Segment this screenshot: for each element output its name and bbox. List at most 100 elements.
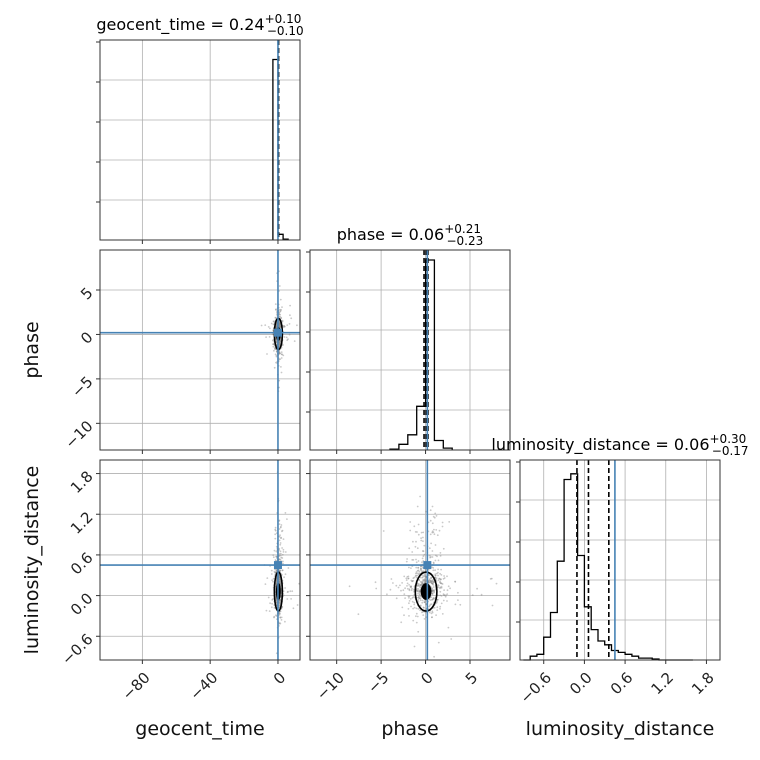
sample-point [434, 569, 436, 572]
sample-point [287, 338, 289, 340]
sample-point [427, 573, 430, 576]
sample-point [408, 600, 411, 602]
sample-point [275, 580, 278, 583]
sample-point [296, 324, 298, 327]
sample-point [436, 600, 438, 603]
contour-outer [414, 571, 438, 612]
sample-point [278, 581, 281, 583]
sample-point [450, 638, 453, 640]
sample-point [417, 582, 420, 585]
sample-point [439, 572, 441, 575]
sample-point [270, 569, 273, 572]
sample-point [428, 581, 431, 584]
sample-point [278, 352, 281, 355]
sample-point [435, 572, 438, 575]
sample-point [417, 589, 420, 592]
sample-point [270, 573, 273, 575]
sample-point [275, 555, 278, 558]
sample-point [405, 560, 408, 563]
y-tick-label: −10 [61, 417, 96, 452]
sample-point [279, 543, 282, 546]
sample-point [278, 553, 281, 555]
panel-frame [99, 39, 301, 241]
sample-point [420, 537, 422, 540]
y-axis-label-luminosity_distance: luminosity_distance [21, 466, 43, 655]
sample-point [275, 614, 277, 617]
sample-point [406, 576, 409, 578]
sample-point [446, 575, 448, 578]
sample-point [274, 303, 277, 305]
sample-point [430, 581, 433, 584]
x-tick-label: 0 [417, 669, 436, 688]
title-minus: −0.23 [446, 234, 483, 248]
sample-point [419, 593, 421, 596]
sample-point [433, 533, 436, 536]
sample-point [431, 592, 434, 595]
sample-point [410, 585, 412, 587]
sample-point [273, 549, 276, 552]
sample-point [281, 344, 284, 346]
sample-point [416, 569, 419, 572]
sample-point [423, 544, 426, 547]
sample-point [275, 599, 278, 602]
sample-point [390, 578, 393, 580]
sample-point [414, 572, 417, 575]
sample-point [420, 583, 423, 586]
sample-point [420, 531, 423, 534]
sample-point [436, 598, 439, 601]
sample-point [432, 515, 435, 518]
sample-point [271, 579, 273, 581]
sample-point [423, 573, 426, 576]
sample-point [437, 579, 440, 582]
sample-point [278, 555, 281, 557]
sample-point [279, 550, 282, 553]
sample-point [446, 600, 448, 602]
sample-point [275, 569, 278, 572]
sample-point [418, 595, 420, 598]
sample-point [434, 544, 437, 546]
sample-point [281, 320, 284, 323]
sample-point [279, 552, 282, 555]
sample-point [422, 606, 425, 609]
sample-point [292, 607, 295, 610]
sample-point [409, 521, 412, 523]
sample-point [419, 580, 422, 583]
sample-point [271, 602, 273, 605]
sample-point [442, 599, 445, 602]
sample-point [274, 595, 277, 598]
sample-point [439, 578, 442, 581]
panel-frame [309, 249, 511, 451]
sample-point [447, 585, 450, 588]
sample-point [434, 573, 437, 576]
sample-point [274, 347, 277, 350]
sample-point [279, 602, 281, 605]
sample-point [441, 521, 444, 524]
sample-point [272, 323, 275, 326]
sample-point [437, 559, 440, 562]
sample-point [273, 570, 276, 573]
sample-point [433, 528, 435, 531]
sample-point [489, 578, 492, 580]
sample-point [278, 558, 281, 561]
sample-point [440, 578, 442, 581]
sample-point [427, 569, 430, 571]
sample-point [416, 584, 419, 587]
sample-point [431, 505, 434, 508]
sample-point [429, 581, 432, 583]
sample-point [416, 589, 418, 592]
sample-point [410, 567, 412, 569]
sample-point [439, 607, 441, 610]
sample-point [278, 612, 281, 615]
sample-point [428, 598, 431, 601]
sample-point [443, 594, 446, 597]
sample-point [421, 580, 424, 583]
sample-point [430, 577, 432, 580]
sample-point [412, 579, 415, 582]
sample-point [419, 584, 422, 586]
sample-point [280, 371, 283, 374]
sample-point [417, 608, 420, 610]
sample-point [279, 325, 281, 328]
sample-point [447, 626, 450, 629]
sample-point [441, 613, 444, 615]
sample-point [449, 587, 451, 590]
